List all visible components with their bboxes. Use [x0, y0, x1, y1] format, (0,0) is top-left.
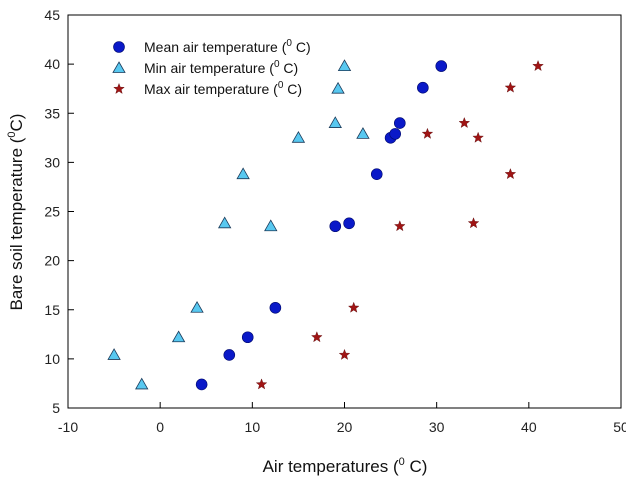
data-points	[107, 59, 544, 391]
min-point	[331, 81, 345, 94]
max-point	[255, 378, 268, 390]
legend-mean-symbol	[113, 41, 125, 53]
mean-point	[435, 60, 448, 72]
y-axis-title: Bare soil temperature (0C)	[6, 114, 26, 311]
max-point	[338, 348, 351, 360]
legend-marker-max	[113, 82, 125, 94]
legend-marker-min	[112, 61, 126, 73]
y-tick-label: 5	[52, 400, 60, 416]
mean-point	[269, 301, 282, 314]
min-point	[135, 377, 149, 390]
y-tick-label: 35	[44, 105, 60, 121]
max-point	[504, 81, 517, 93]
max-point	[467, 217, 480, 229]
x-tick-label: -10	[58, 419, 78, 435]
min-point	[236, 167, 250, 180]
y-tick-label: 10	[44, 351, 60, 367]
mean-point	[389, 128, 401, 140]
x-tick-label: 20	[337, 419, 353, 435]
max-point	[311, 331, 323, 343]
min-point	[328, 116, 342, 128]
max-point	[421, 127, 434, 139]
x-tick-label: 30	[429, 419, 445, 435]
min-point	[190, 300, 204, 313]
legend-label-max: Max air temperature (0 C)	[144, 80, 302, 97]
axis-ticks: -10 0 10 20 30 40 50 5 10 15 20 25 30 35 40 45	[44, 7, 626, 435]
mean-point	[195, 378, 208, 391]
x-axis-title: Air temperatures (0 C)	[263, 456, 428, 476]
legend: Mean air temperature (0 C) Min air tempe…	[112, 38, 311, 97]
min-point	[171, 330, 186, 343]
y-tick-label: 30	[44, 154, 60, 170]
legend-min-symbol	[112, 61, 126, 73]
max-point	[532, 60, 544, 72]
legend-marker-mean	[113, 41, 125, 53]
x-tick-label: 0	[156, 419, 164, 435]
mean-point	[241, 331, 254, 344]
max-point	[458, 116, 471, 128]
min-point	[107, 348, 121, 360]
min-point	[264, 219, 278, 232]
x-tick-label: 40	[521, 419, 537, 435]
max-point	[394, 220, 406, 232]
min-point	[291, 131, 306, 143]
legend-max-symbol	[113, 82, 125, 94]
x-tick-label: 10	[245, 419, 261, 435]
max-point	[347, 301, 360, 313]
min-point	[356, 127, 370, 139]
max-point	[504, 168, 517, 180]
x-tick-label: 50	[613, 419, 626, 435]
y-tick-label: 40	[44, 56, 60, 72]
y-tick-label: 15	[44, 302, 60, 318]
y-tick-label: 25	[44, 204, 60, 220]
y-tick-label: 45	[44, 7, 60, 23]
min-point	[337, 59, 352, 71]
mean-point	[329, 220, 342, 233]
min-point	[217, 216, 232, 229]
mean-point	[370, 168, 383, 180]
legend-label-min: Min air temperature (0 C)	[144, 59, 298, 76]
mean-point	[417, 81, 429, 94]
mean-point	[223, 349, 236, 361]
legend-label-mean: Mean air temperature (0 C)	[144, 38, 311, 55]
mean-point	[393, 117, 406, 129]
max-point	[472, 131, 484, 143]
mean-point	[343, 217, 355, 230]
y-tick-label: 20	[44, 253, 60, 269]
